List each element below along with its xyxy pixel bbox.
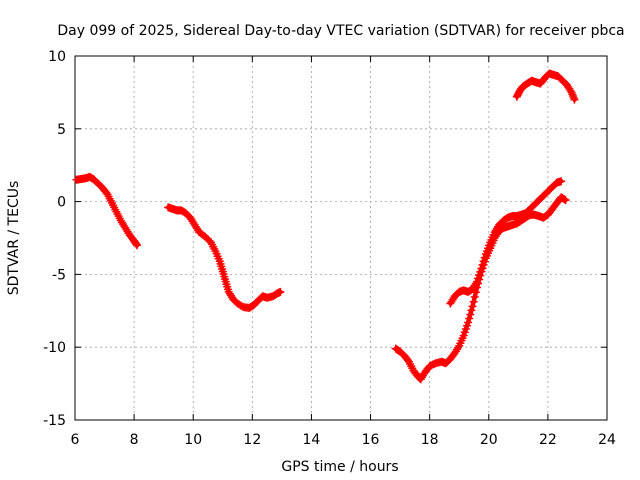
- data-point: [276, 287, 285, 296]
- series-arc3: [391, 193, 570, 384]
- data-point: [466, 310, 475, 319]
- data-point: [470, 292, 479, 301]
- grid: [75, 56, 607, 420]
- data-point: [566, 86, 575, 95]
- data-point: [468, 302, 477, 311]
- data-point: [561, 196, 570, 205]
- data-point: [471, 279, 480, 288]
- series-arc2: [164, 203, 285, 312]
- x-tick-label: 18: [421, 432, 439, 448]
- x-tick-label: 12: [243, 432, 261, 448]
- series-line: [448, 178, 564, 306]
- data-point: [467, 306, 476, 315]
- data-point: [454, 343, 463, 352]
- x-axis-label: GPS time / hours: [281, 459, 398, 475]
- data-point: [480, 253, 489, 262]
- axis-ticks: 6 8 10 12 14 16 18 20 22 24 10 5 0 -5 -10 -15: [43, 49, 616, 448]
- data-point: [464, 318, 473, 327]
- x-tick-label: 8: [130, 432, 139, 448]
- y-tick-label: 0: [57, 195, 66, 211]
- plot-frame: [74, 55, 608, 421]
- data-point: [469, 297, 478, 306]
- chart-title: Day 099 of 2025, Sidereal Day-to-day VTE…: [57, 23, 624, 39]
- y-axis-label: SDTVAR / TECUs: [6, 181, 22, 296]
- x-tick-label: 16: [362, 432, 380, 448]
- x-tick-label: 14: [303, 432, 321, 448]
- data-point: [557, 177, 566, 186]
- y-tick-label: -15: [43, 413, 66, 429]
- x-tick-label: 10: [184, 432, 202, 448]
- data-point: [479, 257, 488, 266]
- data-point: [477, 264, 486, 273]
- data-point: [478, 260, 487, 269]
- y-tick-label: 5: [57, 122, 66, 138]
- y-tick-label: -5: [52, 267, 66, 283]
- x-tick-label: 6: [71, 432, 80, 448]
- series-arc1: [72, 172, 142, 250]
- y-tick-label: 10: [48, 49, 66, 65]
- x-tick-label: 24: [598, 432, 616, 448]
- data-point: [133, 241, 142, 250]
- x-tick-label: 20: [480, 432, 498, 448]
- series-arc5: [512, 69, 579, 104]
- data-series: [72, 69, 579, 384]
- x-tick-label: 22: [539, 432, 557, 448]
- data-point: [570, 95, 579, 104]
- series-arc4: [446, 177, 566, 308]
- data-point: [465, 314, 474, 323]
- y-tick-label: -10: [43, 340, 66, 356]
